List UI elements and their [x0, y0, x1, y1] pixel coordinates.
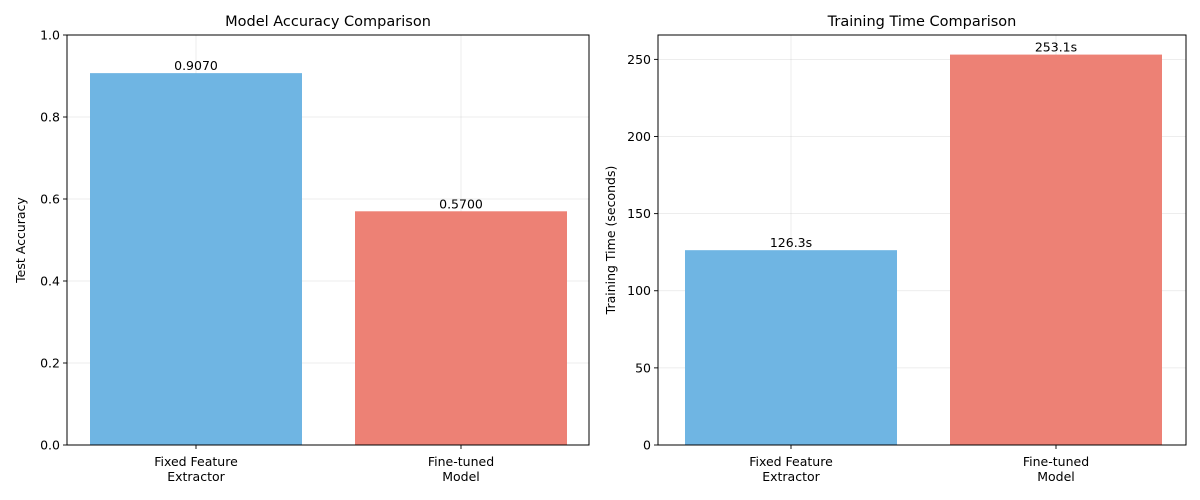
y-tick-label: 0.2: [40, 356, 60, 371]
y-axis-label: Training Time (seconds): [603, 166, 618, 316]
data-label-2: 0.5700: [439, 196, 483, 211]
y-tick-label: 0.0: [40, 438, 60, 453]
y-tick-label: 0: [643, 438, 651, 453]
bar-1: [685, 250, 897, 445]
x-tick-label: Fine-tuned Model: [428, 454, 494, 484]
chart-panel-1: 0.9070 0.5700 0.0 0.2 0.4 0.6 0.8 1.0 Fixed Feat…: [13, 14, 590, 484]
plot-frame: [657, 34, 1187, 446]
x-tick-label: Fine-tuned Model: [1023, 454, 1089, 484]
x-tick-label-line: Fixed Feature: [154, 454, 238, 469]
x-tick-label-line: Fixed Feature: [749, 454, 833, 469]
y-tick-label: 200: [627, 129, 651, 144]
y-tick-label: 250: [627, 52, 651, 67]
plot-frame: [66, 34, 590, 446]
x-tick-label: Fixed Feature Extractor: [749, 454, 833, 484]
data-label-1: 0.9070: [174, 58, 218, 73]
x-tick-label-line: Model: [442, 469, 480, 484]
y-tick-label: 0.4: [40, 274, 60, 289]
y-tick-label: 1.0: [40, 28, 60, 43]
chart-title: Model Accuracy Comparison: [225, 14, 431, 30]
x-tick-label-line: Extractor: [167, 469, 225, 484]
x-tick-label-line: Extractor: [762, 469, 820, 484]
bar-2: [355, 211, 567, 445]
bar-1: [90, 73, 302, 445]
x-tick-label: Fixed Feature Extractor: [154, 454, 238, 484]
data-label-1: 126.3s: [770, 235, 812, 250]
chart-panel-2: 126.3s 253.1s 0 50 100 150 200 250 Fixed Feature…: [603, 14, 1187, 484]
bar-2: [950, 54, 1162, 446]
x-tick-label-line: Fine-tuned: [428, 454, 494, 469]
y-tick-label: 0.6: [40, 192, 60, 207]
data-label-2: 253.1s: [1035, 40, 1077, 55]
y-tick-label: 0.8: [40, 110, 60, 125]
y-tick-label: 150: [627, 206, 651, 221]
y-tick-label: 100: [627, 283, 651, 298]
y-axis-label: Test Accuracy: [13, 197, 28, 284]
chart-title: Training Time Comparison: [827, 14, 1017, 30]
y-tick-label: 50: [635, 360, 651, 375]
x-tick-label-line: Model: [1037, 469, 1075, 484]
x-tick-label-line: Fine-tuned: [1023, 454, 1089, 469]
